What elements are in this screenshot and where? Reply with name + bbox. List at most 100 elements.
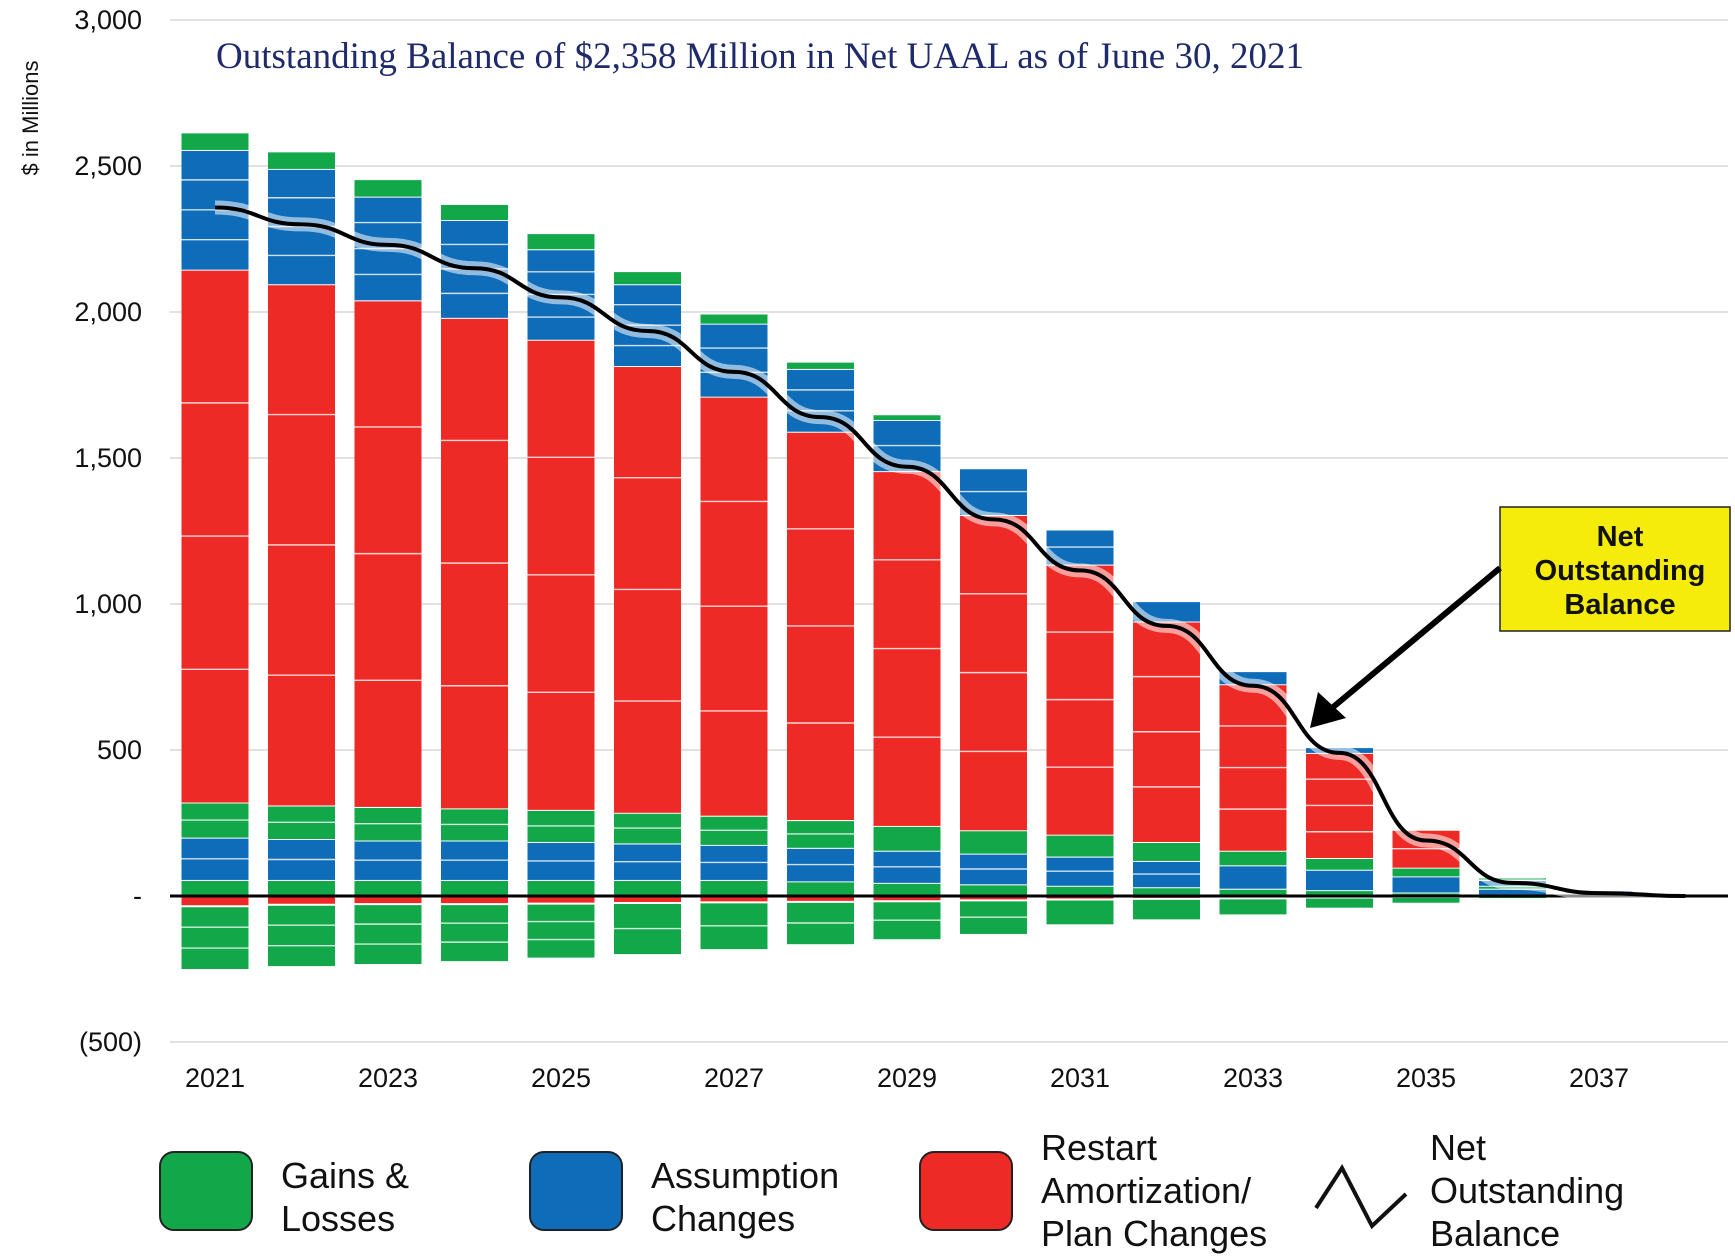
x-tick-label: 2023 (358, 1063, 418, 1093)
callout-text: Outstanding (1535, 555, 1706, 587)
y-axis-label: $ in Millions (18, 61, 43, 176)
bar-segment (354, 879, 422, 896)
x-tick-label: 2033 (1223, 1063, 1283, 1093)
y-axis-ticks: 3,000 2,500 2,000 1,500 1,000 500 - (500) (74, 5, 142, 1057)
bar-segment (1306, 858, 1373, 870)
bar-segment (441, 879, 508, 896)
bar-segment (1133, 887, 1200, 896)
bar-segment (1046, 896, 1114, 900)
bar-segment (1306, 869, 1373, 891)
bar-segment (873, 882, 941, 896)
callout-text: Net (1597, 521, 1644, 553)
bar-stack (441, 202, 508, 962)
bar-segment (787, 361, 854, 369)
bar-stack (354, 178, 422, 965)
y-tick-label: (500) (79, 1027, 142, 1057)
bar-segment (354, 904, 422, 965)
callout-text: Balance (1564, 589, 1675, 621)
bar-segment (960, 884, 1027, 896)
bar-segment (1306, 897, 1373, 908)
bar-segment (354, 179, 422, 197)
bar-segment (441, 896, 508, 905)
bar-segment (268, 904, 335, 967)
x-axis-ticks: 2021 2023 2025 2027 2029 2031 2033 2035 2037 (185, 1063, 1629, 1093)
bar-segment (1306, 890, 1373, 896)
bar-segment (1219, 898, 1287, 915)
chart-title: Outstanding Balance of $2,358 Million in… (216, 36, 1304, 77)
bar-stack (181, 131, 249, 969)
bar-segment (960, 896, 1027, 901)
callout-arrowhead (1310, 692, 1346, 728)
bar-stack (700, 312, 768, 950)
bar-segment (268, 896, 335, 905)
bar-segment (441, 904, 508, 962)
net-line-glow (214, 200, 1686, 903)
bar-segment (1046, 885, 1114, 896)
bar-stack (873, 413, 941, 940)
bar-segment (614, 896, 681, 904)
bar-segment (441, 203, 508, 221)
bar-stack (1133, 600, 1200, 920)
bar-segment (181, 132, 249, 150)
bar-stack (1046, 528, 1114, 925)
y-tick-label: 1,000 (74, 589, 142, 619)
bar-segment (1392, 867, 1460, 877)
bar-segment (268, 879, 335, 896)
bar-segment (181, 879, 249, 896)
legend-label: Amortization/ (1041, 1170, 1251, 1211)
bar-stack (1219, 670, 1287, 915)
legend-label: Gains & (281, 1155, 409, 1196)
bar-segment (1392, 876, 1460, 893)
bar-segment (873, 414, 941, 421)
bar-segment (527, 879, 595, 896)
bar-segment (1046, 834, 1114, 857)
bar-segment (527, 903, 595, 958)
bar-segment (960, 830, 1027, 854)
bar-stack (1306, 746, 1373, 908)
bar-segment (614, 879, 681, 896)
bar-segment (700, 313, 768, 324)
bar-segment (1479, 888, 1546, 895)
legend-label: Balance (1430, 1213, 1560, 1254)
legend-swatch (529, 1151, 623, 1231)
gridlines (170, 19, 1728, 1043)
bar-segment (1219, 850, 1287, 866)
x-tick-label: 2035 (1396, 1063, 1456, 1093)
bar-segment (1392, 896, 1460, 903)
legend-label: Assumption (651, 1155, 839, 1196)
y-tick-label: 2,500 (74, 151, 142, 181)
bar-segment (181, 906, 249, 969)
x-tick-label: 2031 (1050, 1063, 1110, 1093)
bar-stack (960, 467, 1027, 934)
bar-stack (527, 232, 595, 958)
y-tick-label: 500 (97, 735, 142, 765)
bar-segment (1046, 899, 1114, 925)
bar-segment (700, 879, 768, 896)
legend-label: Outstanding (1430, 1170, 1624, 1211)
bar-segment (527, 896, 595, 904)
y-tick-label: 1,500 (74, 443, 142, 473)
bar-segment (1219, 888, 1287, 896)
bar-segment (787, 881, 854, 896)
bar-segment (1133, 898, 1200, 920)
legend-label: Losses (281, 1198, 395, 1239)
bar-segment (181, 896, 249, 907)
callout-arrow-shaft (1330, 565, 1502, 711)
y-tick-label: - (133, 881, 142, 911)
y-tick-label: 2,000 (74, 297, 142, 327)
legend-swatch (159, 1151, 253, 1231)
bar-segment (1219, 865, 1287, 889)
legend-label: Net (1430, 1127, 1486, 1168)
y-tick-label: 3,000 (74, 5, 142, 35)
bar-segment (873, 896, 941, 902)
bar-stack (614, 270, 681, 955)
legend-line-swatch (1314, 1164, 1408, 1230)
legend-label: Plan Changes (1041, 1213, 1267, 1254)
bar-segment (700, 896, 768, 903)
bar-segment (268, 151, 335, 169)
bar-segment (614, 271, 681, 285)
